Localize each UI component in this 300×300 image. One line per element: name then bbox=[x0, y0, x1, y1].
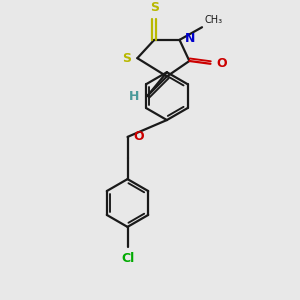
Text: CH₃: CH₃ bbox=[204, 15, 222, 25]
Text: S: S bbox=[150, 1, 159, 14]
Text: O: O bbox=[217, 57, 227, 70]
Text: H: H bbox=[129, 90, 139, 103]
Text: O: O bbox=[134, 130, 144, 143]
Text: N: N bbox=[184, 32, 195, 45]
Text: S: S bbox=[122, 52, 131, 65]
Text: Cl: Cl bbox=[121, 252, 134, 265]
